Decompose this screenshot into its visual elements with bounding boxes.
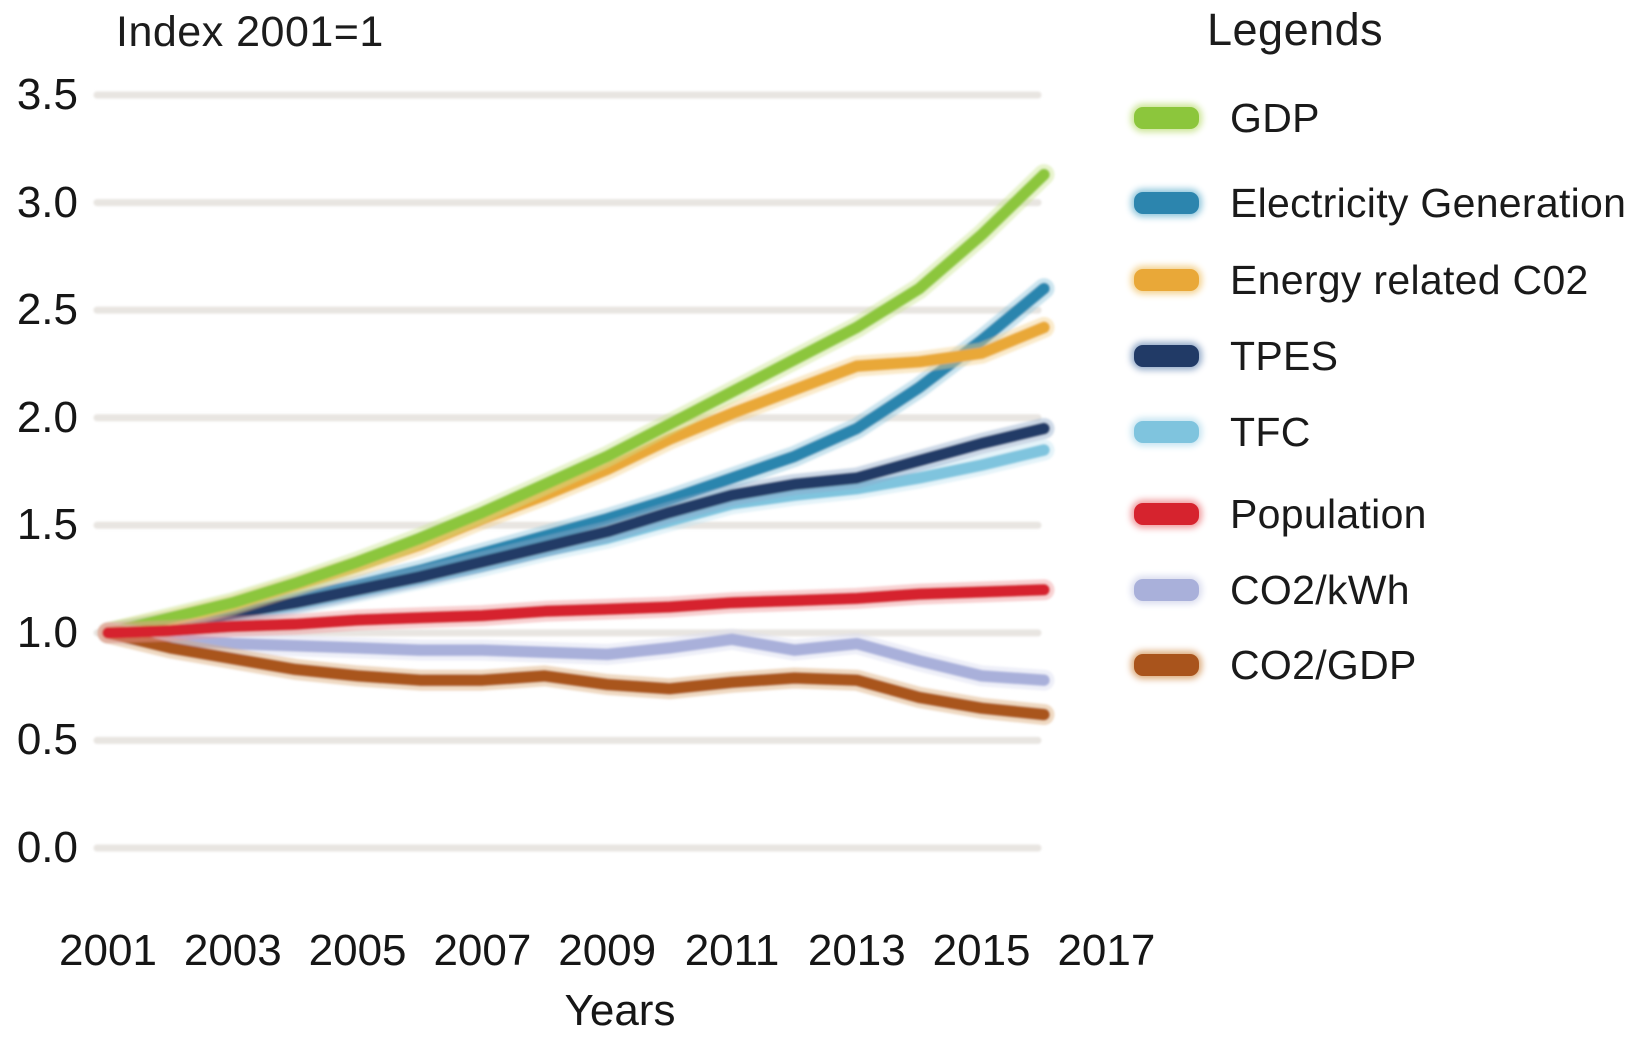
x-axis-title: Years bbox=[564, 986, 676, 1035]
series-line-gdp bbox=[102, 168, 1050, 639]
series-line-population bbox=[102, 584, 1050, 639]
x-tick-label-2009: 2009 bbox=[558, 926, 657, 975]
legend-item-energy-related-c02: Energy related C02 bbox=[1134, 241, 1589, 319]
legend-item-electricity-generation: Electricity Generation bbox=[1134, 164, 1626, 242]
x-tick-label-2003: 2003 bbox=[183, 926, 282, 975]
legend-label-gdp: GDP bbox=[1230, 94, 1320, 141]
legend-swatch-energy-related-c02 bbox=[1134, 269, 1199, 291]
legend-item-tpes: TPES bbox=[1134, 317, 1338, 395]
legend-swatch-co2-gdp bbox=[1134, 654, 1199, 676]
x-tick-label-2001: 2001 bbox=[59, 926, 157, 975]
y-tick-label-1.0: 1.0 bbox=[16, 607, 78, 657]
y-tick-label-2.5: 2.5 bbox=[16, 285, 78, 335]
x-tick-label-2005: 2005 bbox=[308, 926, 407, 975]
legend-title: Legends bbox=[1207, 4, 1384, 55]
series-lines bbox=[97, 164, 1055, 726]
legend-label-co2-kwh: CO2/kWh bbox=[1230, 566, 1410, 613]
legend-label-electricity-generation: Electricity Generation bbox=[1230, 179, 1627, 226]
legend-swatch-population bbox=[1134, 503, 1199, 525]
legend-item-co2-gdp: CO2/GDP bbox=[1134, 626, 1417, 704]
legend-label-co2-gdp: CO2/GDP bbox=[1230, 641, 1417, 688]
legend-swatch-co2-kwh bbox=[1134, 579, 1199, 601]
x-tick-label-2017: 2017 bbox=[1057, 926, 1156, 975]
y-tick-label-3.0: 3.0 bbox=[16, 177, 78, 227]
y-tick-label-0.0: 0.0 bbox=[16, 823, 78, 872]
x-tick-label-2013: 2013 bbox=[807, 926, 906, 975]
legend-label-tfc: TFC bbox=[1230, 408, 1311, 455]
chart-title: Index 2001=1 bbox=[116, 8, 384, 56]
x-tick-label-2011: 2011 bbox=[684, 926, 780, 975]
legend-item-gdp: GDP bbox=[1134, 79, 1320, 157]
series-line-co2-gdp bbox=[102, 627, 1050, 721]
legend-label-population: Population bbox=[1230, 490, 1427, 537]
y-tick-label-0.5: 0.5 bbox=[16, 715, 78, 765]
legend-label-tpes: TPES bbox=[1230, 332, 1339, 379]
legend-swatch-tfc bbox=[1134, 421, 1199, 443]
series-line-tpes bbox=[102, 422, 1050, 639]
legend-item-tfc: TFC bbox=[1134, 393, 1311, 471]
legend-item-population: Population bbox=[1134, 475, 1427, 553]
x-tick-label-2007: 2007 bbox=[433, 926, 532, 975]
y-tick-label-3.5: 3.5 bbox=[16, 70, 78, 119]
legend-item-co2-kwh: CO2/kWh bbox=[1134, 551, 1410, 629]
y-tick-label-2.0: 2.0 bbox=[16, 392, 78, 442]
y-tick-label-1.5: 1.5 bbox=[16, 500, 78, 550]
series-line-co2-kwh bbox=[102, 627, 1050, 686]
legend-swatch-tpes bbox=[1134, 345, 1199, 367]
legend-label-energy-related-c02: Energy related C02 bbox=[1230, 256, 1589, 303]
legend-swatch-gdp bbox=[1134, 107, 1199, 129]
x-tick-label-2015: 2015 bbox=[932, 926, 1031, 975]
legend-swatch-electricity-generation bbox=[1134, 192, 1199, 214]
